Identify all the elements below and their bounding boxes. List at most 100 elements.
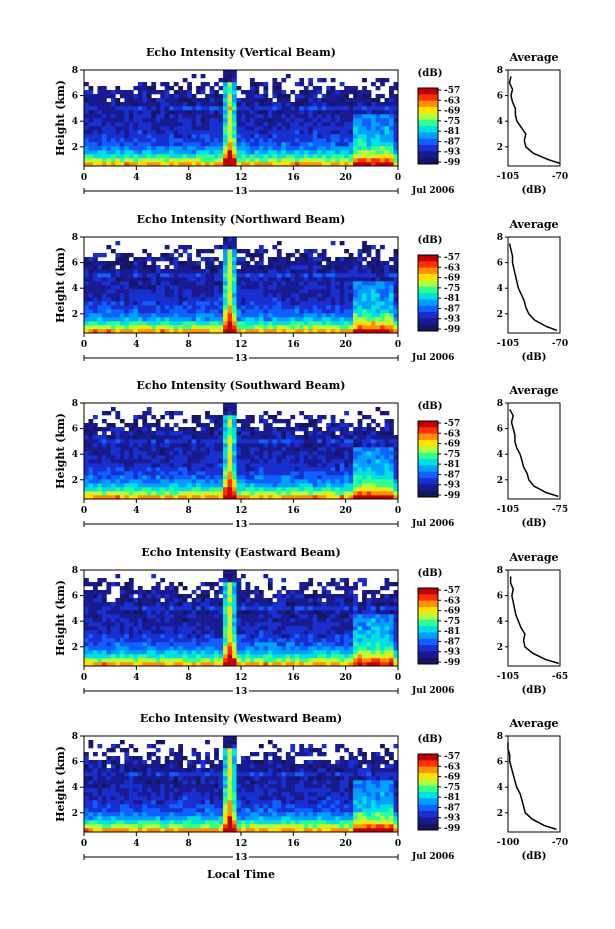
heatmap-cell [191, 305, 197, 310]
heatmap-cell [160, 427, 166, 432]
heatmap-cell [272, 329, 278, 334]
heatmap-cell [375, 126, 381, 131]
heatmap-cell [187, 491, 192, 496]
heatmap-cell [155, 447, 161, 452]
heatmap-cell [142, 602, 148, 607]
heatmap-cell [187, 297, 192, 302]
heatmap-cell [245, 94, 251, 99]
heatmap-cell [160, 158, 166, 163]
heatmap-cell [312, 487, 318, 492]
heatmap-cell [155, 313, 161, 318]
heatmap-cell [191, 419, 197, 424]
heatmap-cell [178, 281, 183, 286]
heatmap-cell [92, 150, 98, 155]
heatmap-cell [182, 443, 188, 448]
heatmap-cell [119, 451, 125, 456]
heatmap-cell [142, 317, 148, 322]
heatmap-cell [330, 305, 336, 310]
heatmap-cell [209, 455, 215, 460]
heatmap-cell [155, 321, 161, 326]
heatmap-cell [326, 130, 332, 135]
heatmap-cell [205, 582, 210, 587]
heatmap-cell [254, 451, 260, 456]
heatmap-cell [110, 618, 116, 623]
heatmap-cell [330, 451, 336, 456]
heatmap-cell [281, 447, 287, 452]
heatmap-cell [128, 610, 134, 615]
heatmap-cell [205, 594, 210, 599]
heatmap-cell [214, 455, 219, 460]
heatmap-cell [375, 110, 381, 115]
heatmap-cell [187, 110, 192, 115]
colorbar-segment [418, 490, 438, 498]
heatmap-cell [353, 487, 358, 492]
heatmap-cell [299, 126, 305, 131]
heatmap-cell [245, 126, 251, 131]
heatmap-cell [366, 467, 372, 472]
heatmap-cell [92, 646, 98, 651]
heatmap-cell [137, 630, 143, 635]
heatmap-cell [137, 118, 143, 123]
heatmap-cell [232, 154, 237, 159]
heatmap-cell [294, 289, 300, 294]
heatmap-cell [389, 162, 394, 167]
heatmap-cell [200, 154, 206, 159]
heatmap-cell [290, 285, 296, 290]
heatmap-cell [308, 269, 314, 274]
heatmap-cell [258, 82, 264, 87]
heatmap-cell [119, 122, 125, 127]
heatmap-cell [371, 110, 376, 115]
heatmap-cell [160, 602, 166, 607]
heatmap-cell [218, 321, 224, 326]
heatmap-cell [196, 309, 201, 314]
heatmap-cell [160, 301, 166, 306]
heatmap-cell [119, 289, 125, 294]
heatmap-cell [218, 134, 224, 139]
heatmap-cell [133, 435, 139, 440]
heatmap-cell [312, 439, 318, 444]
heatmap-cell [375, 475, 381, 480]
heatmap-cell [214, 610, 219, 615]
heatmap-cell [241, 118, 246, 123]
heatmap-cell [317, 447, 323, 452]
heatmap-cell [88, 634, 94, 639]
heatmap-cell [249, 467, 255, 472]
heatmap-cell [155, 265, 161, 270]
heatmap-cell [119, 435, 125, 440]
heatmap-cell [303, 277, 309, 282]
heatmap-cell [178, 654, 183, 659]
heatmap-cell [142, 427, 148, 432]
heatmap-cell [232, 114, 237, 119]
heatmap-cell [245, 273, 251, 278]
heatmap-cell [236, 467, 242, 472]
heatmap-cell [137, 142, 143, 147]
heatmap-cell [101, 297, 107, 302]
heatmap-cell [133, 313, 139, 318]
heatmap-cell [106, 642, 112, 647]
heatmap-cell [133, 658, 139, 663]
heatmap-cell [106, 479, 112, 484]
heatmap-cell [218, 463, 224, 468]
heatmap-cell [196, 602, 201, 607]
heatmap-cell [389, 257, 394, 262]
heatmap-cell [196, 447, 201, 452]
heatmap-cell [182, 431, 188, 436]
heatmap-cell [110, 606, 116, 611]
heatmap-cell [290, 475, 296, 480]
heatmap-cell [366, 305, 372, 310]
heatmap-cell [362, 94, 367, 99]
heatmap-cell [254, 98, 260, 103]
heatmap-cell [209, 479, 215, 484]
heatmap-cell [389, 277, 394, 282]
heatmap-cell [362, 301, 367, 306]
heatmap-cell [214, 102, 219, 107]
heatmap-cell [205, 281, 210, 286]
heatmap-cell [137, 586, 143, 591]
heatmap-cell [258, 265, 264, 270]
heatmap-cell [214, 122, 219, 127]
heatmap-cell [92, 305, 98, 310]
heatmap-cell [88, 297, 94, 302]
heatmap-cell [200, 646, 206, 651]
heatmap-cell [353, 114, 358, 119]
heatmap-cell [321, 317, 327, 322]
